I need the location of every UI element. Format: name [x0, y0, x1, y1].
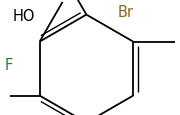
- Text: HO: HO: [13, 9, 35, 24]
- Text: Br: Br: [118, 5, 134, 20]
- Text: F: F: [4, 58, 13, 72]
